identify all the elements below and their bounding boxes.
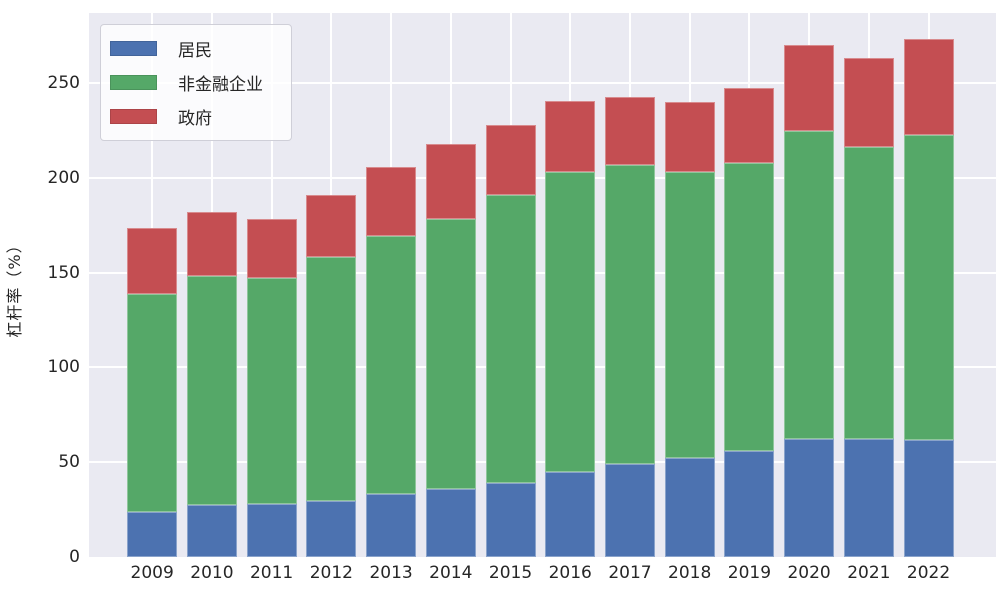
bar-segment	[664, 171, 715, 459]
bar-segment	[545, 172, 596, 473]
legend-swatch	[110, 75, 157, 90]
x-tick-label: 2013	[369, 563, 413, 583]
bar-stack-2009	[127, 228, 178, 557]
bar-segment	[903, 134, 954, 440]
legend-item: 居民	[110, 36, 263, 61]
bar-segment	[127, 228, 178, 294]
legend-swatch	[110, 109, 157, 124]
bar-segment	[843, 58, 894, 148]
bar-stack-2014	[425, 144, 476, 557]
y-tick-label: 250	[47, 73, 80, 94]
bar-stack-2011	[246, 218, 297, 557]
x-tick-label: 2016	[548, 563, 592, 583]
y-tick-label: 100	[47, 357, 80, 378]
legend-label: 政府	[178, 109, 212, 129]
legend-label: 非金融企业	[178, 75, 263, 95]
x-tick-label: 2021	[847, 563, 891, 583]
bar-segment	[366, 235, 417, 494]
bar-segment	[664, 458, 715, 557]
y-tick-label: 50	[58, 452, 80, 473]
bar-stack-2022	[903, 39, 954, 557]
x-tick-label: 2010	[190, 563, 234, 583]
bar-segment	[425, 488, 476, 557]
bar-segment	[366, 493, 417, 557]
bar-stack-2020	[784, 44, 835, 557]
x-tick-label: 2009	[130, 563, 174, 583]
bar-stack-2018	[664, 102, 715, 557]
bar-segment	[843, 439, 894, 557]
x-tick-label: 2015	[488, 563, 533, 583]
x-tick-label: 2017	[608, 563, 652, 583]
x-tick-label: 2011	[249, 563, 294, 583]
x-tick-label: 2012	[309, 563, 353, 583]
bar-segment	[246, 278, 297, 505]
bar-segment	[604, 165, 655, 464]
bar-segment	[903, 39, 954, 135]
bar-segment	[425, 218, 476, 489]
bar-stack-2015	[485, 124, 536, 557]
y-tick-label: 150	[47, 262, 80, 283]
gridline-y-200	[89, 176, 996, 179]
bar-segment	[306, 194, 357, 257]
x-tick-label: 2022	[906, 563, 951, 583]
gridline-y-50	[89, 461, 996, 464]
legend-item: 政府	[110, 104, 263, 129]
x-tick-label: 2014	[429, 563, 473, 583]
bar-segment	[784, 44, 835, 132]
bar-segment	[186, 212, 237, 277]
legend: 居民 非金融企业 政府	[100, 24, 292, 141]
bar-segment	[306, 500, 357, 557]
bar-segment	[127, 293, 178, 512]
bar-segment	[485, 124, 536, 195]
bar-segment	[545, 101, 596, 173]
bar-segment	[425, 144, 476, 219]
x-tick-label: 2020	[787, 563, 831, 583]
bar-segment	[724, 450, 775, 557]
bar-segment	[246, 218, 297, 279]
bar-segment	[127, 511, 178, 557]
bar-segment	[784, 439, 835, 557]
bar-segment	[485, 482, 536, 557]
bar-stack-2016	[545, 101, 596, 557]
bar-stack-2010	[186, 212, 237, 557]
bar-segment	[724, 162, 775, 451]
bar-segment	[366, 166, 417, 236]
bar-segment	[724, 87, 775, 163]
legend-item: 非金融企业	[110, 70, 263, 95]
bar-stack-2012	[306, 194, 357, 557]
bar-segment	[903, 439, 954, 557]
y-tick-label: 0	[69, 547, 80, 567]
bar-segment	[843, 147, 894, 440]
gridline-y-150	[89, 271, 996, 274]
gridline-y-100	[89, 366, 996, 369]
bar-segment	[604, 96, 655, 166]
bar-stack-2013	[366, 166, 417, 557]
x-tick-label: 2019	[727, 563, 772, 583]
legend-label: 居民	[178, 41, 212, 61]
bar-segment	[664, 102, 715, 172]
bar-segment	[784, 131, 835, 440]
y-tick-label: 200	[47, 167, 80, 188]
bar-stack-2021	[843, 58, 894, 557]
gridline-y-250	[89, 82, 996, 85]
bar-segment	[306, 256, 357, 501]
bar-segment	[485, 194, 536, 483]
bar-segment	[246, 504, 297, 557]
bar-segment	[186, 276, 237, 506]
legend-swatch	[110, 41, 157, 56]
bar-stack-2019	[724, 87, 775, 557]
plot-area	[89, 13, 996, 557]
x-tick-label: 2018	[668, 563, 712, 583]
bar-segment	[186, 505, 237, 557]
bar-segment	[545, 472, 596, 557]
bar-segment	[604, 463, 655, 557]
bar-stack-2017	[604, 96, 655, 557]
y-axis-label: 杠杆率（%）	[5, 236, 24, 338]
